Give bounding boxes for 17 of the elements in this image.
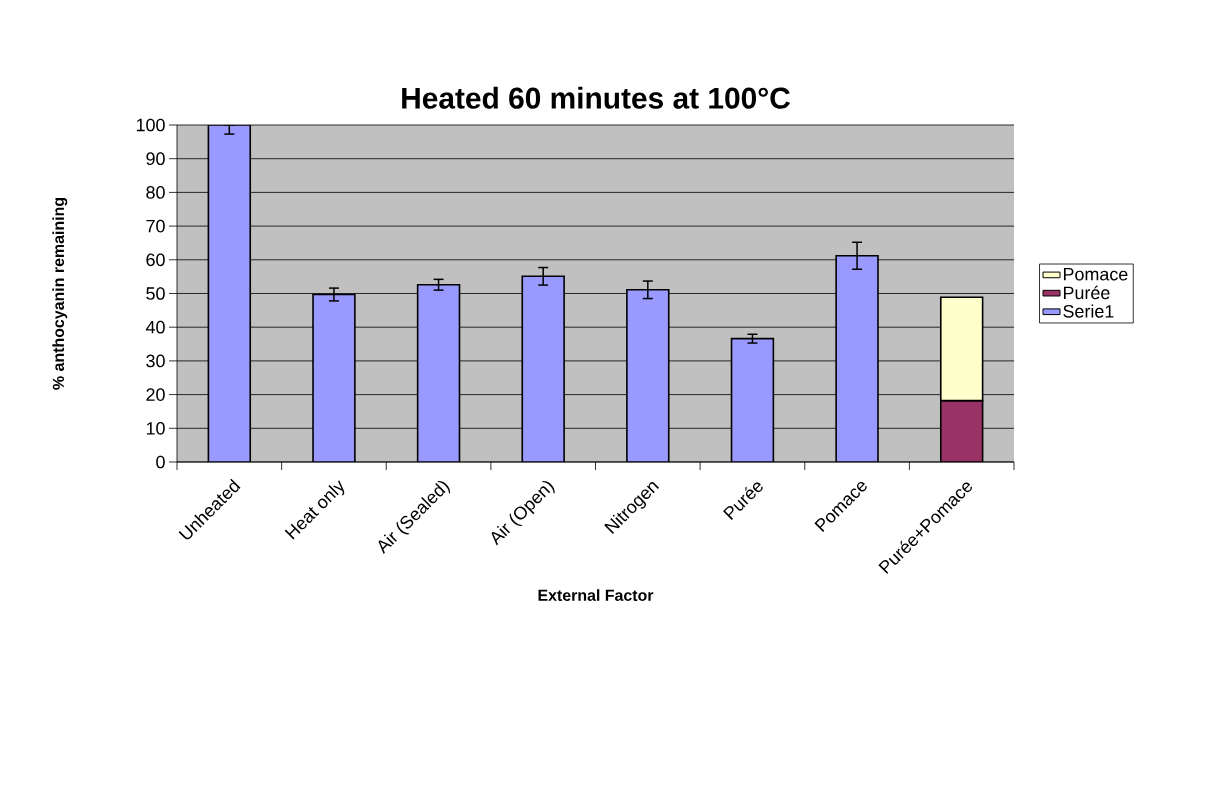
x-axis-title: External Factor — [538, 589, 654, 601]
y-tick-label: 20 — [146, 388, 165, 401]
y-tick-label: 90 — [146, 152, 165, 166]
y-tick-label: 40 — [145, 320, 165, 334]
y-axis-title: % anthocyanin remaining — [52, 198, 68, 390]
chart-title: Heated 60 minutes at 100°C — [402, 86, 790, 109]
y-tick-label: 10 — [146, 421, 165, 435]
legend-label: Purée — [1063, 285, 1110, 300]
y-tick-label: 50 — [146, 287, 165, 300]
legend-label: Pomace — [1063, 268, 1128, 281]
y-tick-label: 100 — [136, 118, 165, 132]
legend-label: Serie1 — [1063, 304, 1114, 318]
y-tick-label: 60 — [146, 253, 165, 267]
y-tick-label: 80 — [146, 186, 165, 199]
y-tick-label: 30 — [146, 354, 165, 368]
y-tick-label: 0 — [156, 455, 165, 469]
y-tick-label: 70 — [146, 219, 165, 233]
